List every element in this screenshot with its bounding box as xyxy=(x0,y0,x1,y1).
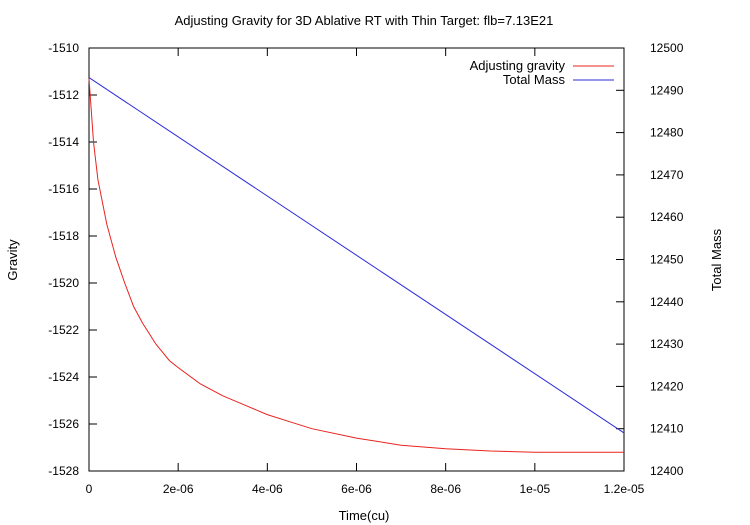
y2-axis-label: Total Mass xyxy=(709,228,724,291)
x-tick-label: 0 xyxy=(86,482,93,496)
y2-tick-label: 12400 xyxy=(650,464,684,478)
y-tick-label: -1516 xyxy=(48,182,79,196)
series-lines xyxy=(88,77,625,453)
y-tick-label: -1512 xyxy=(48,88,79,102)
y-tick-label: -1518 xyxy=(48,229,79,243)
y2-tick-label: 12430 xyxy=(650,337,684,351)
y-tick-label: -1526 xyxy=(48,417,79,431)
y2-tick-label: 12450 xyxy=(650,253,684,267)
x-tick-label: 2e-06 xyxy=(163,482,194,496)
series-line-2 xyxy=(88,77,625,434)
y-tick-label: -1524 xyxy=(48,370,79,384)
y-tick-label: -1522 xyxy=(48,323,79,337)
y-axis-ticks: -1528 -1526 -1524 -1522 -1520 -1518 -1516 -1514… xyxy=(48,41,97,478)
y-axis-label: Gravity xyxy=(5,239,20,281)
x-tick-label: 1e-05 xyxy=(519,482,550,496)
y2-axis-ticks: 12400 12410 12420 12430 12440 12450 12460 12470… xyxy=(616,41,684,478)
x-axis-ticks: 0 2e-06 4e-06 6e-06 8e-06 1e-05 1.2e-05 xyxy=(86,48,645,496)
y-tick-label: -1510 xyxy=(48,41,79,55)
legend-label: Total Mass xyxy=(503,72,566,87)
x-axis-label: Time(cu) xyxy=(339,508,390,523)
y2-tick-label: 12470 xyxy=(650,168,684,182)
y2-tick-label: 12480 xyxy=(650,126,684,140)
x-tick-label: 8e-06 xyxy=(430,482,461,496)
y2-tick-label: 12410 xyxy=(650,422,684,436)
chart-title: Adjusting Gravity for 3D Ablative RT wit… xyxy=(175,13,554,28)
y2-tick-label: 12460 xyxy=(650,210,684,224)
y2-tick-label: 12440 xyxy=(650,295,684,309)
x-tick-label: 4e-06 xyxy=(252,482,283,496)
y-tick-label: -1528 xyxy=(48,464,79,478)
x-tick-label: 1.2e-05 xyxy=(604,482,645,496)
y-tick-label: -1514 xyxy=(48,135,79,149)
y2-tick-label: 12500 xyxy=(650,41,684,55)
y-tick-label: -1520 xyxy=(48,276,79,290)
y2-tick-label: 12490 xyxy=(650,83,684,97)
y2-tick-label: 12420 xyxy=(650,379,684,393)
legend-label: Adjusting gravity xyxy=(470,58,566,73)
x-tick-label: 6e-06 xyxy=(341,482,372,496)
series-line-1 xyxy=(88,78,624,453)
